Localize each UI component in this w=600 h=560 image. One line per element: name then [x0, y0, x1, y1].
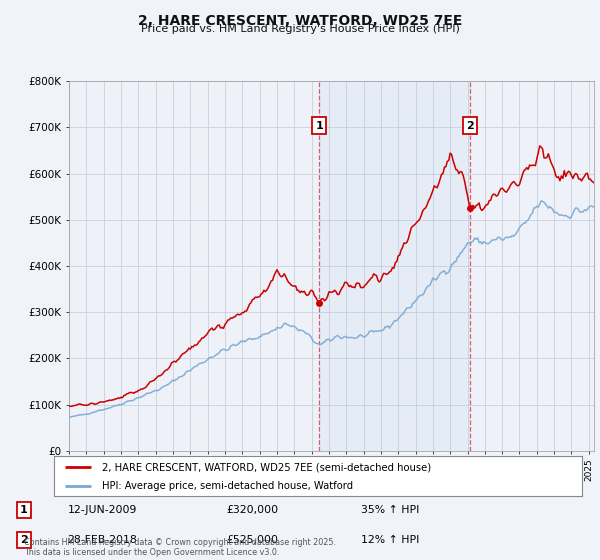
Text: 35% ↑ HPI: 35% ↑ HPI: [361, 505, 419, 515]
Text: Price paid vs. HM Land Registry's House Price Index (HPI): Price paid vs. HM Land Registry's House …: [140, 24, 460, 34]
Text: 2, HARE CRESCENT, WATFORD, WD25 7EE (semi-detached house): 2, HARE CRESCENT, WATFORD, WD25 7EE (sem…: [101, 463, 431, 473]
Text: 12% ↑ HPI: 12% ↑ HPI: [361, 535, 419, 545]
Bar: [319, 81, 470, 451]
Text: 2: 2: [20, 535, 28, 545]
Text: £525,000: £525,000: [226, 535, 278, 545]
Text: Contains HM Land Registry data © Crown copyright and database right 2025.
This d: Contains HM Land Registry data © Crown c…: [24, 538, 336, 557]
Text: 28-FEB-2018: 28-FEB-2018: [67, 535, 137, 545]
Text: 1: 1: [316, 120, 323, 130]
Text: 12-JUN-2009: 12-JUN-2009: [67, 505, 137, 515]
Text: HPI: Average price, semi-detached house, Watford: HPI: Average price, semi-detached house,…: [101, 481, 353, 491]
Text: 1: 1: [20, 505, 28, 515]
Text: 2: 2: [466, 120, 474, 130]
Text: £320,000: £320,000: [226, 505, 278, 515]
Text: 2, HARE CRESCENT, WATFORD, WD25 7EE: 2, HARE CRESCENT, WATFORD, WD25 7EE: [138, 14, 462, 28]
